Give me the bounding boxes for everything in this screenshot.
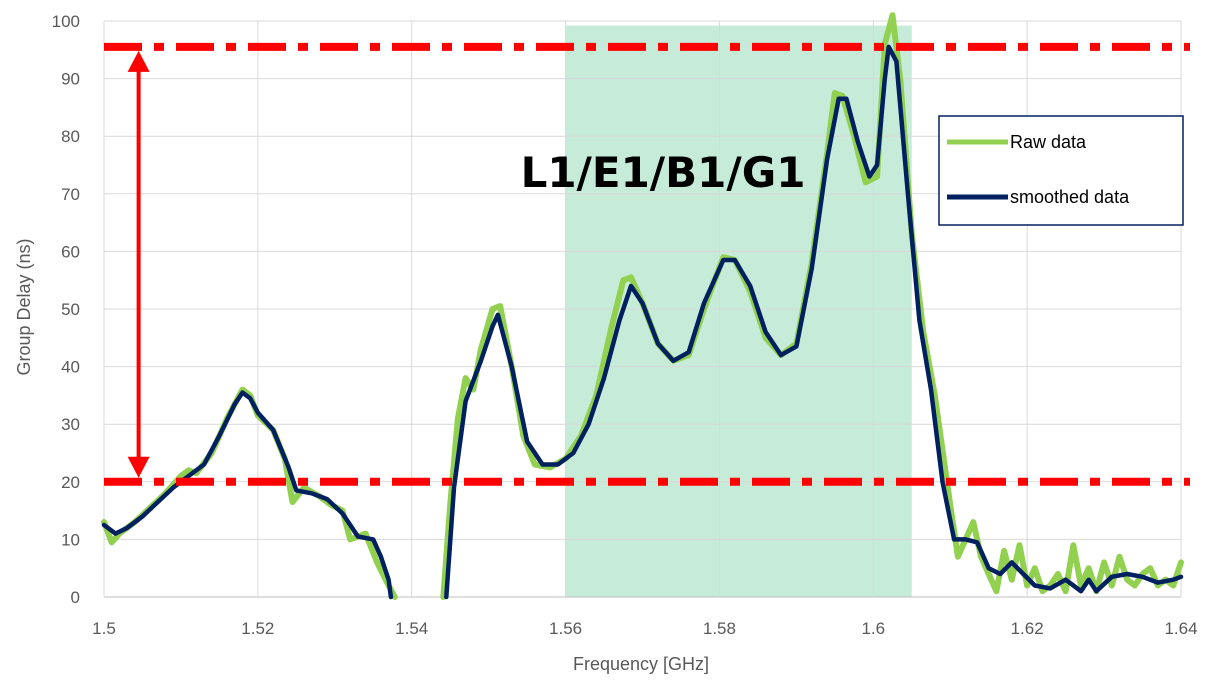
y-tick-label: 0 bbox=[71, 588, 80, 607]
legend: Raw data smoothed data bbox=[938, 115, 1184, 226]
y-tick-label: 40 bbox=[61, 358, 80, 377]
y-tick-label: 100 bbox=[52, 12, 80, 31]
x-tick-label: 1.62 bbox=[1011, 619, 1044, 638]
legend-box bbox=[938, 115, 1184, 226]
y-tick-label: 20 bbox=[61, 473, 80, 492]
series-line bbox=[101, 390, 394, 600]
series-line bbox=[444, 44, 1184, 600]
series bbox=[101, 12, 1184, 600]
y-tick-label: 50 bbox=[61, 300, 80, 319]
legend-label-smoothed-data: smoothed data bbox=[1010, 187, 1130, 207]
x-axis-title: Frequency [GHz] bbox=[573, 654, 709, 674]
x-tick-label: 1.56 bbox=[549, 619, 582, 638]
y-tick-label: 60 bbox=[61, 242, 80, 261]
x-tick-label: 1.54 bbox=[395, 619, 428, 638]
y-axis-title: Group Delay (ns) bbox=[14, 238, 34, 375]
y-tick-label: 90 bbox=[61, 70, 80, 89]
tick-labels: 0 10 20 30 40 50 60 70 80 90 100 1.5 1.52 1.54 1.56 1.5… bbox=[52, 12, 1198, 638]
x-tick-label: 1.6 bbox=[861, 619, 885, 638]
y-tick-label: 30 bbox=[61, 415, 80, 434]
band-label: L1/E1/B1/G1 bbox=[521, 148, 806, 197]
x-tick-label: 1.64 bbox=[1164, 619, 1197, 638]
x-tick-label: 1.5 bbox=[92, 619, 116, 638]
y-tick-label: 80 bbox=[61, 127, 80, 146]
range-arrow-head-top bbox=[127, 50, 150, 72]
x-tick-label: 1.52 bbox=[241, 619, 274, 638]
y-tick-label: 70 bbox=[61, 185, 80, 204]
x-tick-label: 1.58 bbox=[703, 619, 736, 638]
reference-lines bbox=[104, 42, 1190, 486]
legend-label-raw-data: Raw data bbox=[1010, 132, 1087, 152]
y-tick-label: 10 bbox=[61, 530, 80, 549]
range-arrow-head-bottom bbox=[127, 456, 150, 478]
series-smoothed-data bbox=[101, 44, 1184, 600]
